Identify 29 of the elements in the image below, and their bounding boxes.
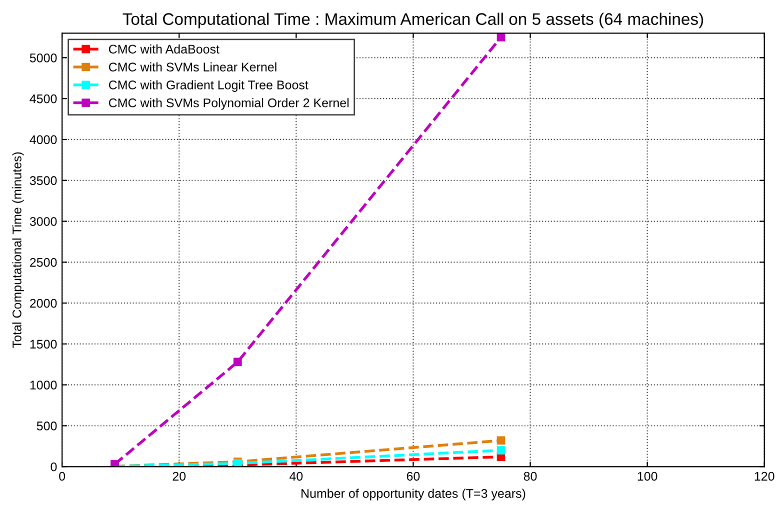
x-tick-label: 100 xyxy=(638,472,658,481)
y-tick-label: 4500 xyxy=(30,94,57,104)
y-tick-label: 500 xyxy=(36,422,57,430)
point xyxy=(496,33,506,42)
legend-label: CMC with SVMs Polynomial Order 2 Kernel xyxy=(108,98,349,110)
y-tick-label: 5000 xyxy=(30,53,57,62)
x-axis-title: Number of opportunity dates (T=3 years) xyxy=(302,488,526,500)
point xyxy=(496,436,506,445)
legend-label: CMC with SVMs Linear Kernel xyxy=(108,62,276,72)
point xyxy=(233,358,242,366)
x-tick-label: 120 xyxy=(754,472,774,481)
x-tick-label: 60 xyxy=(406,472,420,481)
x-tick-label: 80 xyxy=(524,472,537,481)
y-axis-title: Total Computational Time (minutes) xyxy=(12,152,24,348)
x-tick-label: 0 xyxy=(59,472,66,481)
legend-label: CMC with Gradient Logit Tree Boost xyxy=(108,80,308,92)
y-tick-label: 1000 xyxy=(30,380,57,390)
y-tick-label: 3000 xyxy=(30,217,57,226)
y-tick-label: 2000 xyxy=(30,298,57,308)
x-tick-label: 40 xyxy=(290,472,303,481)
legend-label: CMC with AdaBoost xyxy=(108,44,220,54)
x-tick-label: 20 xyxy=(172,472,186,481)
y-tick-label: 2500 xyxy=(30,258,57,267)
y-tick-label: 1500 xyxy=(30,340,57,349)
point xyxy=(496,446,506,454)
y-tick-label: 3500 xyxy=(30,176,57,186)
y-tick-label: 0 xyxy=(50,462,57,472)
y-tick-label: 4000 xyxy=(30,135,57,144)
chart-title: Total Computational Time : Maximum American Call on 5 assets (64 machines) xyxy=(122,12,704,28)
